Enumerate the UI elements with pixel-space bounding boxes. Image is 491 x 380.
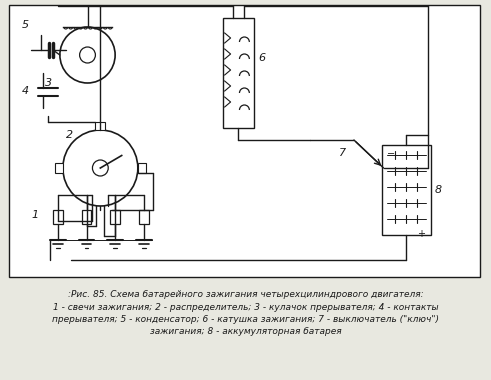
Text: :Рис. 85. Схема батарейного зажигания четырехцилиндрового двигателя:: :Рис. 85. Схема батарейного зажигания че…: [68, 290, 423, 299]
Text: прерывателя; 5 - конденсатор; 6 - катушка зажигания; 7 - выключатель ("ключ"): прерывателя; 5 - конденсатор; 6 - катушк…: [52, 315, 439, 324]
Text: 2: 2: [66, 130, 73, 140]
Text: +: +: [417, 229, 425, 239]
Bar: [53, 210, 63, 224]
Text: 6: 6: [258, 53, 265, 63]
Text: зажигания; 8 - аккумуляторная батарея: зажигания; 8 - аккумуляторная батарея: [150, 327, 341, 336]
Bar: [139, 210, 149, 224]
Bar: [95, 122, 105, 130]
Text: 7: 7: [339, 148, 346, 158]
Bar: [8, 5, 480, 277]
Bar: [110, 210, 120, 224]
Text: 3: 3: [45, 78, 52, 88]
Bar: [223, 18, 254, 128]
Bar: [55, 163, 63, 173]
Text: 1: 1: [31, 210, 38, 220]
Bar: [138, 163, 146, 173]
Text: 1 - свечи зажигания; 2 - распределитель; 3 - кулачок прерывателя; 4 - контакты: 1 - свечи зажигания; 2 - распределитель;…: [53, 303, 438, 312]
Text: 8: 8: [435, 185, 442, 195]
Text: 4: 4: [22, 86, 28, 96]
Text: 5: 5: [22, 20, 28, 30]
Text: −: −: [386, 149, 395, 159]
Bar: [82, 210, 91, 224]
Bar: [382, 145, 431, 235]
